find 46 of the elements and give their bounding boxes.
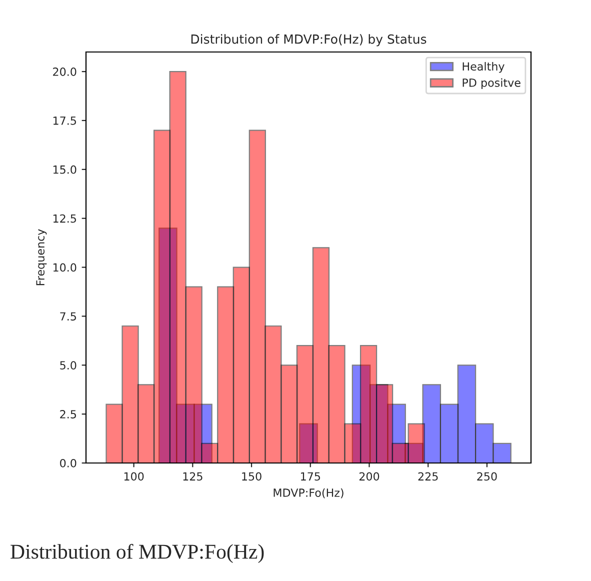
- bar: [217, 286, 234, 463]
- bar: [474, 423, 494, 463]
- x-tick-label: 175: [301, 472, 320, 481]
- bar: [137, 384, 155, 463]
- bar: [440, 404, 459, 463]
- bar: [312, 247, 330, 463]
- bar: [360, 345, 378, 463]
- y-tick-label: 15.0: [53, 165, 76, 174]
- y-tick-label: 20.0: [53, 68, 76, 76]
- bar: [457, 364, 476, 463]
- bar: [328, 345, 346, 463]
- text: Distribution of MDVP:Fo(Hz): [10, 544, 264, 563]
- y-tick-label: 2.5: [60, 410, 76, 418]
- bar: [122, 325, 139, 463]
- bar: [392, 442, 409, 463]
- bar: [169, 71, 186, 463]
- y-tick-label: 12.5: [53, 214, 76, 223]
- bar: [201, 442, 218, 463]
- bar: [296, 345, 314, 463]
- bar: [185, 286, 202, 463]
- x-tick-label: 250: [477, 472, 497, 481]
- y-axis-title: Frequency: [36, 229, 47, 286]
- x-tick-label: 150: [242, 472, 262, 481]
- bar: [492, 442, 512, 463]
- x-tick-label: 225: [418, 472, 438, 481]
- x-tick-label: 200: [359, 472, 380, 481]
- bar: [264, 325, 282, 463]
- bar: [153, 130, 171, 463]
- x-tick-label: 125: [183, 472, 202, 481]
- bar: [344, 423, 362, 463]
- bar: [280, 364, 298, 463]
- bar: [232, 266, 250, 463]
- legend-label: PD positve: [462, 78, 520, 90]
- y-tick-label: 0.0: [60, 458, 76, 468]
- y-tick-label: 10.0: [53, 263, 76, 272]
- legend-label: Healthy: [462, 62, 504, 73]
- bar: [376, 384, 394, 463]
- bar: [408, 423, 425, 463]
- x-tick-label: 100: [124, 472, 144, 481]
- x-axis-title: MDVP:Fo(Hz): [274, 488, 344, 498]
- y-tick-label: 17.5: [53, 116, 76, 125]
- chart-title: Distribution of MDVP:Fo(Hz) by Status: [191, 34, 426, 46]
- bar: [106, 404, 123, 463]
- y-tick-label: 7.5: [60, 312, 76, 321]
- y-tick-label: 5.0: [60, 361, 76, 370]
- bar: [248, 130, 266, 463]
